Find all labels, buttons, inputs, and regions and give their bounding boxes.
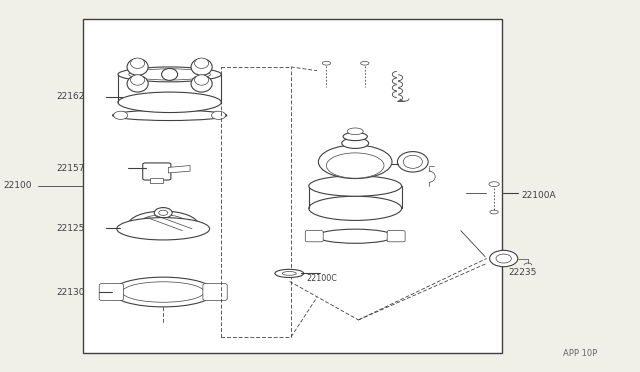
Ellipse shape [162,68,178,80]
Ellipse shape [403,155,422,168]
Ellipse shape [319,145,392,179]
FancyBboxPatch shape [203,283,227,301]
Ellipse shape [118,67,221,82]
Text: 22100: 22100 [3,182,32,190]
Ellipse shape [116,218,210,240]
Text: 22162: 22162 [56,92,84,101]
Ellipse shape [489,182,499,186]
FancyBboxPatch shape [143,163,171,180]
Bar [83,19,502,353]
Text: 22100C: 22100C [306,274,337,283]
Circle shape [496,254,511,263]
Ellipse shape [342,138,369,148]
Ellipse shape [131,75,145,85]
Ellipse shape [322,61,331,65]
FancyBboxPatch shape [99,283,124,301]
Ellipse shape [490,210,499,214]
Ellipse shape [191,75,212,92]
Text: APP 10P: APP 10P [563,349,598,358]
Ellipse shape [127,75,148,92]
Circle shape [214,113,223,118]
Ellipse shape [282,272,296,275]
Polygon shape [168,166,190,173]
Ellipse shape [397,151,428,172]
Ellipse shape [211,111,226,119]
Text: 22100A: 22100A [522,191,556,200]
Ellipse shape [127,58,148,75]
Text: 22235: 22235 [509,268,537,277]
Circle shape [154,208,172,218]
Circle shape [210,289,220,295]
Circle shape [392,234,400,238]
Ellipse shape [118,92,221,112]
Text: 22157: 22157 [56,164,85,173]
Ellipse shape [195,58,209,68]
Circle shape [106,289,116,295]
Ellipse shape [360,61,369,65]
Circle shape [164,71,175,77]
Ellipse shape [343,132,367,141]
Circle shape [490,250,518,267]
Circle shape [159,210,168,215]
Bar [150,178,163,183]
Ellipse shape [129,69,211,80]
FancyBboxPatch shape [387,231,405,242]
Circle shape [310,234,318,238]
Ellipse shape [348,128,364,135]
Ellipse shape [309,196,402,220]
Ellipse shape [131,58,145,68]
FancyBboxPatch shape [305,231,323,242]
Circle shape [150,165,163,172]
Ellipse shape [195,75,209,85]
Ellipse shape [114,111,128,119]
Ellipse shape [191,58,212,75]
Ellipse shape [113,110,227,121]
Ellipse shape [317,229,394,243]
Ellipse shape [309,176,402,196]
Ellipse shape [326,153,384,178]
Circle shape [154,167,160,170]
Text: 22125: 22125 [56,224,84,232]
Circle shape [116,113,125,118]
Ellipse shape [275,269,304,278]
Ellipse shape [122,282,204,302]
Ellipse shape [112,277,214,307]
Text: 22130: 22130 [56,288,85,296]
